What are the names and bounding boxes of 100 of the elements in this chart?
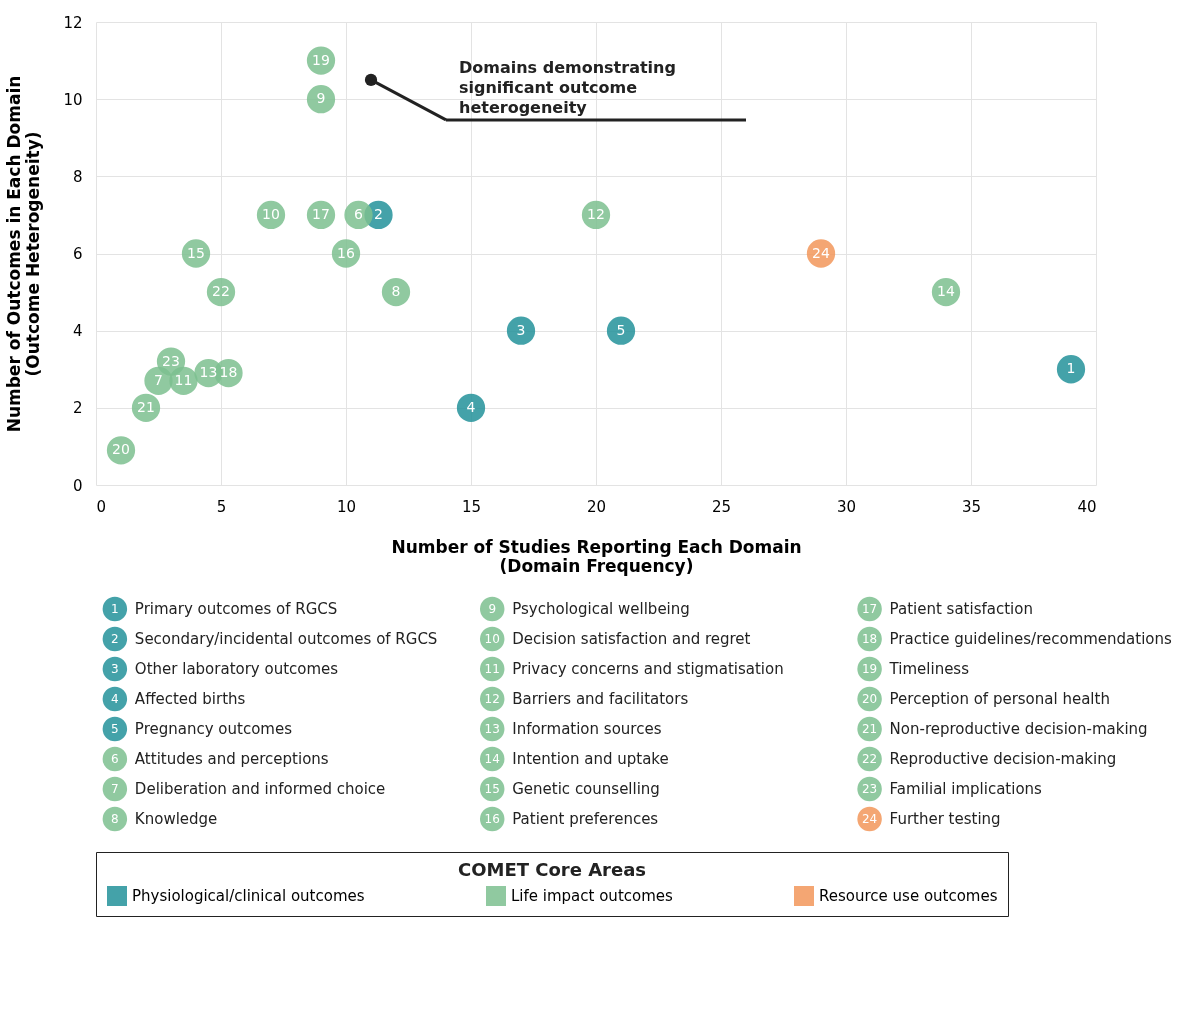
x-tick-label: 5 <box>216 497 227 516</box>
x-tick-label: 10 <box>336 497 357 516</box>
annotation: 2 <box>374 205 383 222</box>
point <box>606 316 636 345</box>
text: Non-reproductive decision-making <box>889 720 1148 738</box>
legend-title: COMET Core Areas <box>457 859 647 880</box>
text: 12 <box>111 602 119 646</box>
text: 5 <box>111 722 119 736</box>
text: 14 <box>484 752 500 766</box>
y-tick-label: 6 <box>72 245 83 263</box>
annotation: 3 <box>516 321 526 338</box>
annotation: 8 <box>391 283 401 300</box>
text: Information sources <box>512 720 662 738</box>
x-tick-label: 25 <box>711 497 732 516</box>
text: Other laboratory outcomes <box>134 660 339 678</box>
x-tick-label: 35 <box>961 497 982 516</box>
annotation: 16 <box>337 244 355 261</box>
text: Primary outcomes of RGCS <box>134 600 338 618</box>
text: 3 <box>111 662 119 676</box>
text: Perception of personal health <box>889 690 1110 708</box>
text: 22 <box>861 752 878 766</box>
annotation: 11 <box>174 371 193 388</box>
point <box>344 200 373 230</box>
text: Knowledge <box>134 810 218 828</box>
x-tick-label: 0 <box>96 497 107 516</box>
text: Patient satisfaction <box>889 600 1033 618</box>
annotation: 6 <box>354 205 364 222</box>
y-tick-label: 2 <box>72 399 83 418</box>
annotation: 9 <box>316 90 326 107</box>
text: Attitudes and perceptions <box>134 750 329 768</box>
text: 17 <box>861 602 878 616</box>
text: 21 <box>861 722 878 736</box>
point <box>1056 355 1086 384</box>
annotation: 24 <box>812 244 830 261</box>
text: 13 <box>484 722 500 736</box>
text: 24 <box>861 812 878 826</box>
text: Privacy concerns and stigmatisation <box>512 660 784 678</box>
annotation: 21 <box>137 398 155 415</box>
text: 16 <box>484 812 500 826</box>
text: Genetic counselling <box>512 780 660 798</box>
text: Decision satisfaction and regret <box>512 630 751 648</box>
x-tick-label: 20 <box>586 497 607 516</box>
text: 12 <box>484 692 500 706</box>
text: Psychological wellbeing <box>512 600 690 618</box>
x-tick-label: 40 <box>1077 497 1097 516</box>
text: Practice guidelines/recommendations <box>889 630 1173 648</box>
y-tick-label: 8 <box>72 167 83 186</box>
text: 19 <box>861 662 878 676</box>
text: Secondary/incidental outcomes of RGCS <box>134 630 438 648</box>
annotation: 22 <box>212 283 230 300</box>
text: Deliberation and informed choice <box>134 780 386 798</box>
legend-label: Life impact outcomes <box>511 887 674 905</box>
annotation: 10 <box>262 205 280 222</box>
text: Affected births <box>134 690 246 708</box>
annotation: 1 <box>1066 360 1076 377</box>
text: 15 <box>484 782 500 796</box>
text: 10 <box>484 632 500 646</box>
text: Intention and uptake <box>512 750 669 768</box>
point <box>306 85 336 114</box>
x-axis-title: Number of Studies Reporting Each Domain (Domain Frequency) <box>391 536 802 576</box>
text: Barriers and facilitators <box>512 690 689 708</box>
legend-label: Resource use outcomes <box>819 887 998 905</box>
annotation: 15 <box>187 244 205 261</box>
legend-label: Physiological/clinical outcomes <box>132 887 365 905</box>
annotation: 19 <box>312 51 330 68</box>
text: 18 <box>861 632 878 646</box>
text: 6 <box>111 752 119 766</box>
y-axis-title: Number of Outcomes in Each Domain (Outcome Heterogeneity) <box>4 75 44 433</box>
text: Further testing <box>889 810 1001 828</box>
annotation: 14 <box>937 283 955 300</box>
text: Timeliness <box>888 660 970 678</box>
annotation: 4 <box>466 398 476 415</box>
annotation: 17 <box>312 205 330 222</box>
text: Reproductive decision-making <box>889 750 1117 768</box>
text: 20 <box>861 692 878 706</box>
text: 23 <box>861 782 878 796</box>
annotation: 20 <box>112 441 130 458</box>
text: 8 <box>111 812 119 826</box>
y-tick-label: 4 <box>72 322 83 341</box>
text: 4 <box>111 692 119 706</box>
text: Pregnancy outcomes <box>134 720 293 738</box>
text: 9 <box>488 602 497 616</box>
text: 7 <box>111 782 119 796</box>
point <box>456 393 486 422</box>
annotation: 23 <box>162 352 180 369</box>
point <box>506 316 536 345</box>
annotation: Domains demonstrating significant outcome heterogeneity <box>459 57 676 117</box>
annotation: 13 <box>199 364 218 381</box>
y-tick-label: 12 <box>63 13 83 32</box>
x-tick-label: 15 <box>461 497 482 516</box>
annotation: 12 <box>587 205 605 222</box>
text: Familial implications <box>889 780 1043 798</box>
y-tick-label: 0 <box>72 476 83 495</box>
y-tick-label: 10 <box>63 90 83 109</box>
x-tick-label: 30 <box>836 497 857 516</box>
annotation: 18 <box>219 364 238 381</box>
text: Patient preferences <box>512 810 659 828</box>
text: 11 <box>484 662 500 676</box>
annotation: 7 <box>154 371 163 388</box>
annotation: 5 <box>616 321 626 338</box>
